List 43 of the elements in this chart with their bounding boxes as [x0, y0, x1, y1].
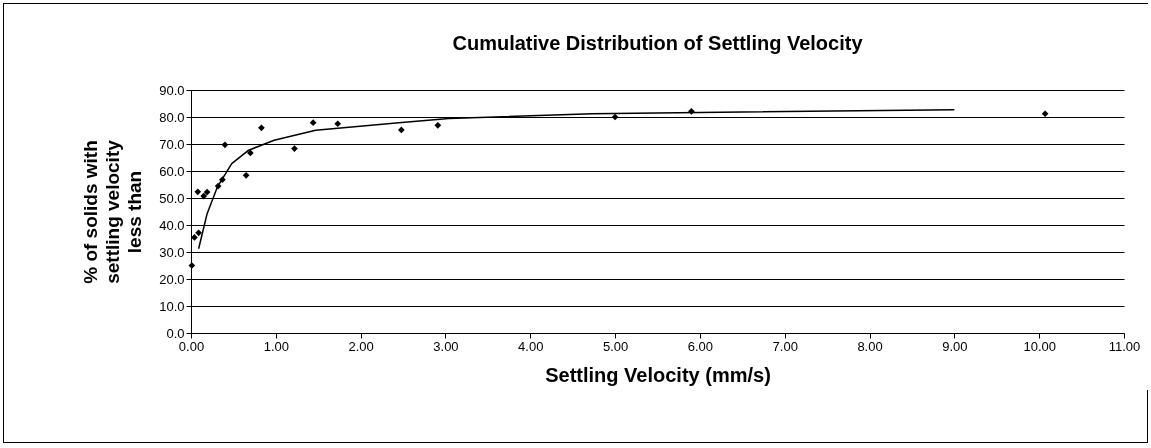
point — [195, 229, 202, 237]
point — [242, 171, 250, 179]
x-tick-label: 6.00 — [687, 338, 714, 354]
point — [291, 145, 298, 152]
y-tick-label: 40.0 — [159, 217, 185, 233]
point — [191, 234, 198, 241]
y-tick-label: 10.0 — [159, 298, 185, 314]
y-axis-title: % of solids with settling velocity less than — [80, 139, 146, 284]
y-tick-label: 80.0 — [159, 109, 185, 125]
x-tick-label: 1.00 — [263, 338, 289, 354]
point — [258, 124, 265, 132]
x-tick-label: 9.00 — [942, 338, 968, 354]
point — [221, 141, 229, 149]
x-tick-label: 4.00 — [518, 338, 544, 354]
point — [309, 119, 317, 127]
y-tick-label: 90.0 — [159, 82, 185, 98]
x-tick-label: 0.00 — [178, 338, 205, 354]
chart-title: Cumulative Distribution of Settling Velocity — [452, 32, 864, 54]
point — [611, 113, 619, 121]
point — [194, 188, 202, 196]
point — [398, 126, 405, 134]
y-tick-label: 20.0 — [159, 271, 185, 287]
x-tick-label: 2.00 — [348, 338, 374, 354]
point — [247, 149, 254, 157]
x-tick-label: 11.00 — [1108, 338, 1141, 354]
point — [688, 107, 695, 115]
x-tick-label: 7.00 — [772, 338, 798, 354]
point — [1041, 110, 1049, 118]
point — [334, 120, 342, 128]
point — [188, 262, 196, 269]
point — [434, 122, 442, 129]
y-tick-label: 30.0 — [159, 244, 185, 260]
x-tick-label: 8.00 — [857, 338, 883, 354]
x-tick-label: 3.00 — [433, 338, 459, 354]
y-tick-label: 70.0 — [159, 136, 185, 152]
y-tick-label: 0.0 — [166, 325, 185, 341]
x-tick-label: 10.00 — [1023, 338, 1056, 354]
y-tick-label: 50.0 — [159, 190, 185, 206]
y-tick-label: 60.0 — [159, 163, 185, 179]
x-axis-title: Settling Velocity (mm/s) — [545, 363, 771, 386]
point — [203, 188, 211, 196]
point — [200, 192, 208, 200]
x-tick-label: 5.00 — [602, 338, 629, 354]
